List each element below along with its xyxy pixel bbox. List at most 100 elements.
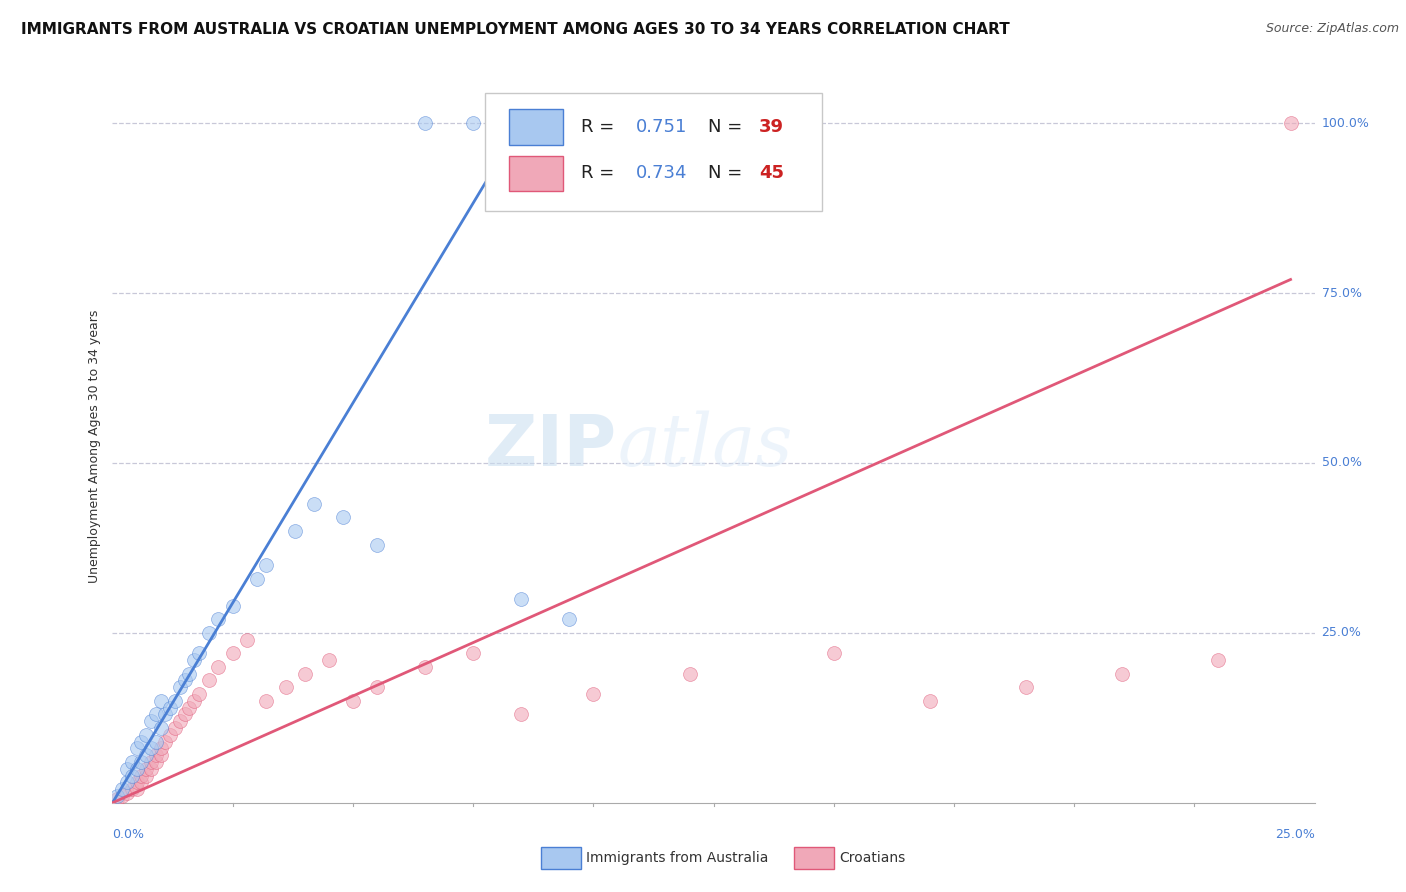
Point: [222, 646, 245, 660]
Point: [111, 782, 134, 797]
Point: [135, 748, 157, 763]
Point: [125, 782, 148, 797]
Point: [461, 116, 484, 130]
Point: [149, 748, 172, 763]
Point: [131, 775, 153, 789]
Point: [294, 666, 316, 681]
Text: 25.0%: 25.0%: [1275, 828, 1315, 840]
Point: [918, 694, 941, 708]
Point: [163, 721, 186, 735]
Point: [678, 666, 700, 681]
Text: R =: R =: [581, 164, 620, 182]
Point: [342, 694, 364, 708]
Point: [188, 646, 211, 660]
Point: [121, 782, 143, 797]
Text: 75.0%: 75.0%: [1322, 286, 1361, 300]
Point: [510, 591, 533, 606]
Point: [823, 646, 845, 660]
Point: [318, 653, 340, 667]
Text: Croatians: Croatians: [839, 851, 905, 865]
Point: [115, 775, 138, 789]
Point: [222, 599, 245, 613]
Point: [304, 497, 326, 511]
Point: [115, 762, 138, 776]
Point: [413, 660, 436, 674]
Point: [121, 755, 143, 769]
Text: 0.734: 0.734: [636, 164, 688, 182]
Text: ZIP: ZIP: [485, 411, 617, 481]
Point: [155, 734, 177, 748]
Point: [159, 700, 181, 714]
Point: [246, 572, 269, 586]
FancyBboxPatch shape: [485, 93, 821, 211]
Point: [131, 769, 153, 783]
Point: [197, 626, 219, 640]
Point: [105, 792, 128, 806]
Text: 0.751: 0.751: [636, 118, 686, 136]
Point: [1279, 116, 1302, 130]
Point: [121, 769, 143, 783]
Point: [254, 558, 277, 572]
Point: [1208, 653, 1230, 667]
Point: [558, 612, 581, 626]
Text: 25.0%: 25.0%: [1322, 626, 1361, 640]
Point: [274, 680, 297, 694]
Text: 0.0%: 0.0%: [112, 828, 145, 840]
Point: [254, 694, 277, 708]
Point: [145, 748, 167, 763]
Point: [145, 755, 167, 769]
Point: [284, 524, 307, 538]
Point: [125, 762, 148, 776]
Point: [139, 741, 162, 756]
Point: [131, 734, 153, 748]
Point: [163, 694, 186, 708]
Point: [115, 786, 138, 800]
Point: [169, 714, 191, 729]
Point: [149, 741, 172, 756]
Point: [145, 734, 167, 748]
Point: [366, 537, 388, 551]
Point: [169, 680, 191, 694]
Point: [125, 741, 148, 756]
Point: [105, 789, 128, 803]
Point: [125, 775, 148, 789]
Point: [197, 673, 219, 688]
Y-axis label: Unemployment Among Ages 30 to 34 years: Unemployment Among Ages 30 to 34 years: [89, 310, 101, 582]
Point: [149, 694, 172, 708]
Point: [183, 653, 205, 667]
Point: [183, 694, 205, 708]
Point: [135, 728, 157, 742]
Text: N =: N =: [707, 118, 748, 136]
Point: [155, 707, 177, 722]
Point: [207, 612, 229, 626]
Point: [207, 660, 229, 674]
Point: [188, 687, 211, 701]
Point: [461, 646, 484, 660]
Text: R =: R =: [581, 118, 620, 136]
Text: Immigrants from Australia: Immigrants from Australia: [586, 851, 769, 865]
Point: [179, 666, 201, 681]
Point: [582, 687, 605, 701]
Point: [413, 116, 436, 130]
Point: [111, 789, 134, 803]
Text: Source: ZipAtlas.com: Source: ZipAtlas.com: [1265, 22, 1399, 36]
Point: [173, 707, 195, 722]
Text: IMMIGRANTS FROM AUSTRALIA VS CROATIAN UNEMPLOYMENT AMONG AGES 30 TO 34 YEARS COR: IMMIGRANTS FROM AUSTRALIA VS CROATIAN UN…: [21, 22, 1010, 37]
Point: [139, 714, 162, 729]
Text: 100.0%: 100.0%: [1322, 117, 1369, 129]
Point: [139, 762, 162, 776]
Point: [1111, 666, 1133, 681]
Point: [135, 762, 157, 776]
Text: 45: 45: [759, 164, 785, 182]
FancyBboxPatch shape: [509, 155, 564, 191]
Point: [139, 755, 162, 769]
Text: atlas: atlas: [617, 410, 793, 482]
Text: 50.0%: 50.0%: [1322, 457, 1361, 469]
Text: N =: N =: [707, 164, 748, 182]
FancyBboxPatch shape: [509, 109, 564, 145]
Point: [179, 700, 201, 714]
Point: [159, 728, 181, 742]
Point: [173, 673, 195, 688]
Point: [510, 707, 533, 722]
Point: [145, 707, 167, 722]
